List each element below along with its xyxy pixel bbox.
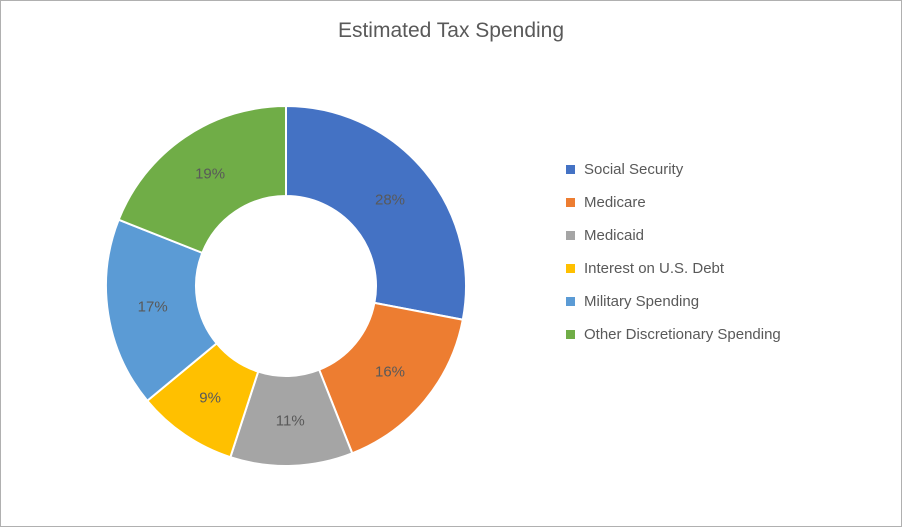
legend-swatch bbox=[566, 330, 575, 339]
slice-label: 19% bbox=[195, 166, 225, 183]
slice-label: 16% bbox=[375, 364, 405, 381]
legend-swatch bbox=[566, 165, 575, 174]
donut-slice bbox=[286, 106, 466, 320]
donut-chart: 28% 16% 11% 9% 17% 19% bbox=[71, 71, 501, 501]
legend-swatch bbox=[566, 264, 575, 273]
legend: Social Security Medicare Medicaid Interest … bbox=[566, 161, 886, 359]
slice-label: 9% bbox=[199, 389, 221, 406]
legend-item: Other Discretionary Spending bbox=[566, 326, 886, 343]
chart-title: Estimated Tax Spending bbox=[1, 19, 901, 43]
legend-item: Interest on U.S. Debt bbox=[566, 260, 886, 277]
legend-swatch bbox=[566, 231, 575, 240]
legend-item: Social Security bbox=[566, 161, 886, 178]
chart-frame: { "chart": { "type": "donut", "title": "… bbox=[0, 0, 902, 527]
legend-label: Medicaid bbox=[584, 227, 644, 244]
legend-item: Medicare bbox=[566, 194, 886, 211]
legend-swatch bbox=[566, 198, 575, 207]
slice-label: 11% bbox=[276, 412, 305, 429]
legend-swatch bbox=[566, 297, 575, 306]
donut-svg bbox=[71, 71, 501, 501]
slice-label: 17% bbox=[138, 299, 168, 316]
slice-label: 28% bbox=[375, 191, 405, 208]
legend-label: Medicare bbox=[584, 194, 646, 211]
legend-label: Military Spending bbox=[584, 293, 699, 310]
legend-item: Military Spending bbox=[566, 293, 886, 310]
legend-label: Social Security bbox=[584, 161, 683, 178]
legend-item: Medicaid bbox=[566, 227, 886, 244]
legend-label: Other Discretionary Spending bbox=[584, 326, 781, 343]
legend-label: Interest on U.S. Debt bbox=[584, 260, 724, 277]
